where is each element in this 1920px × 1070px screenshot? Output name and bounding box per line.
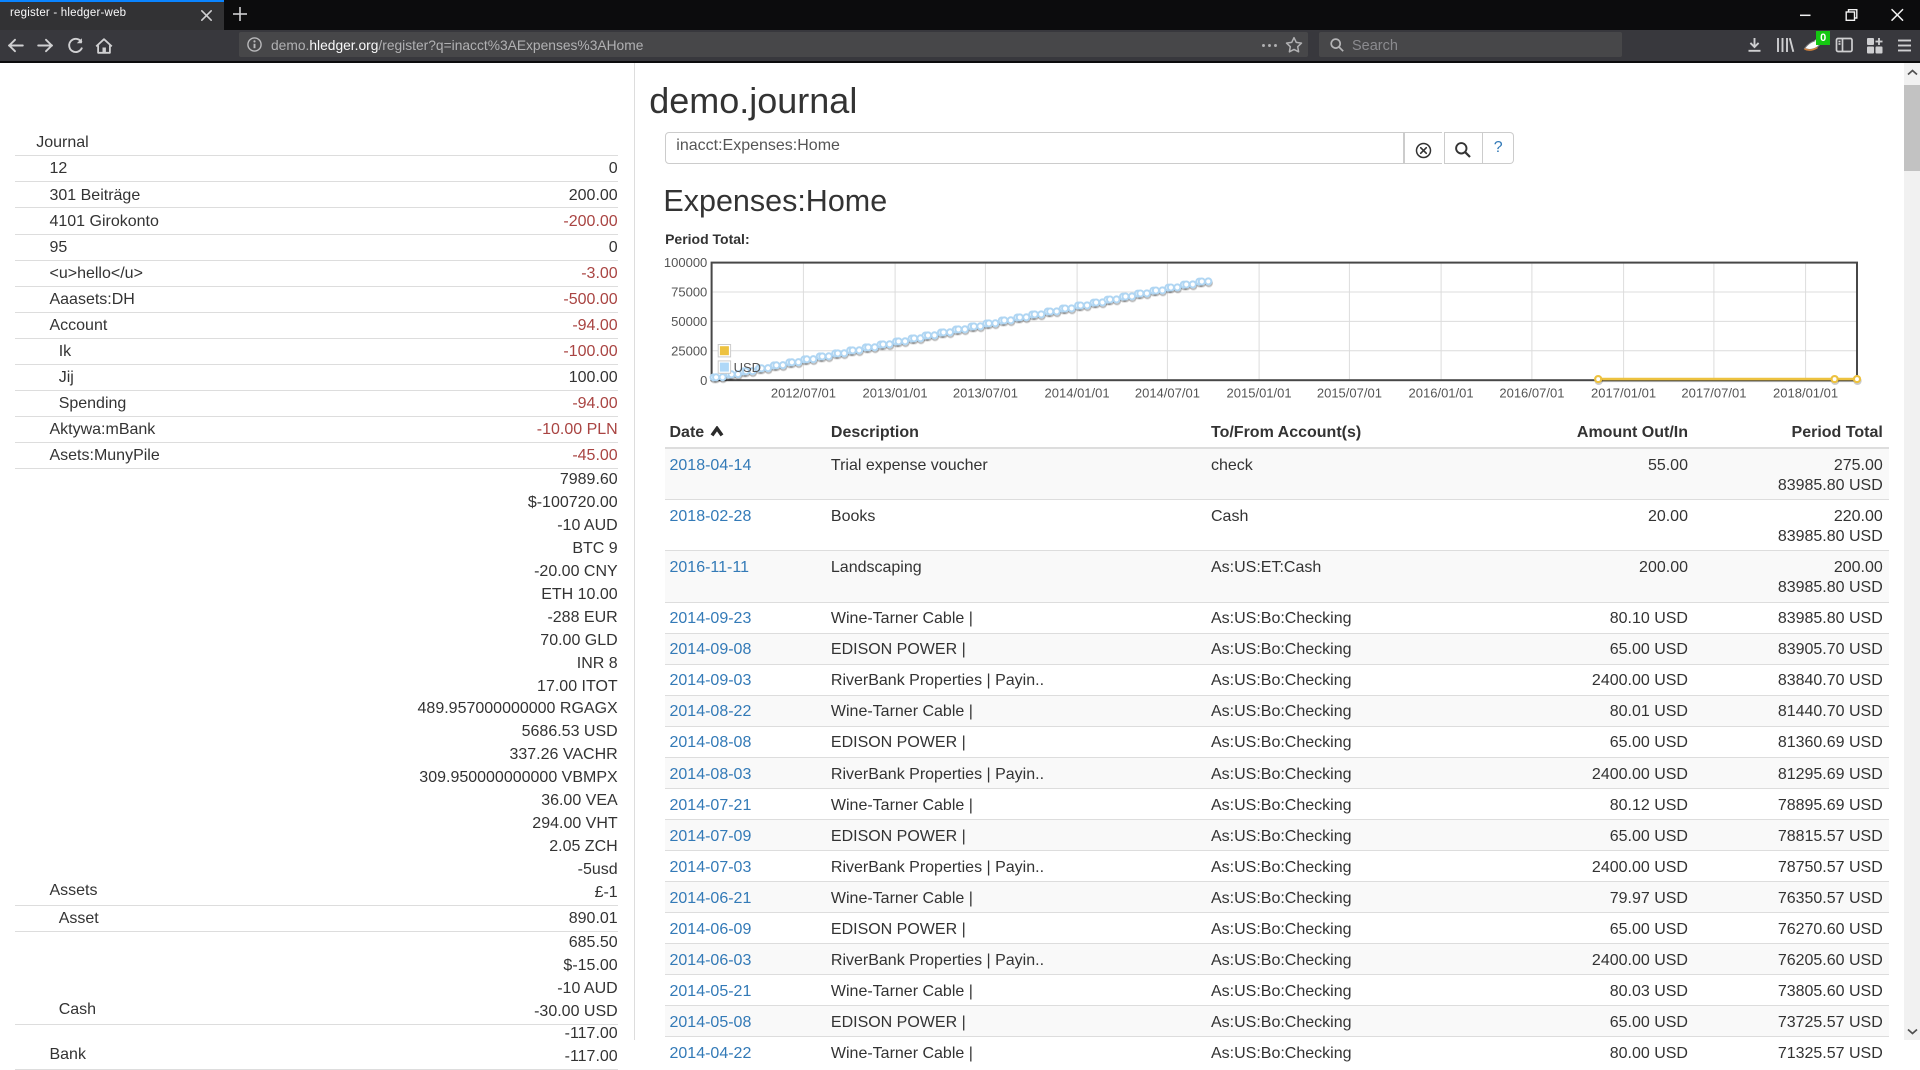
svg-text:2013/07/01: 2013/07/01 — [953, 386, 1018, 401]
svg-text:0: 0 — [700, 373, 707, 388]
svg-text:100000: 100000 — [664, 255, 707, 270]
svg-text:2015/01/01: 2015/01/01 — [1227, 386, 1292, 401]
svg-text:2014/01/01: 2014/01/01 — [1045, 386, 1110, 401]
svg-text:2012/07/01: 2012/07/01 — [771, 386, 836, 401]
svg-text:2016/01/01: 2016/01/01 — [1409, 386, 1474, 401]
svg-text:75000: 75000 — [671, 285, 707, 300]
svg-text:2017/07/01: 2017/07/01 — [1681, 386, 1746, 401]
svg-text:2014/07/01: 2014/07/01 — [1135, 386, 1200, 401]
svg-text:50000: 50000 — [671, 314, 707, 329]
svg-text:2016/07/01: 2016/07/01 — [1499, 386, 1564, 401]
svg-text:2017/01/01: 2017/01/01 — [1591, 386, 1656, 401]
svg-text:2013/01/01: 2013/01/01 — [863, 386, 928, 401]
svg-text:2015/07/01: 2015/07/01 — [1317, 386, 1382, 401]
svg-text:USD: USD — [734, 360, 761, 375]
svg-text:25000: 25000 — [671, 343, 707, 358]
svg-text:2018/01/01: 2018/01/01 — [1773, 386, 1838, 401]
